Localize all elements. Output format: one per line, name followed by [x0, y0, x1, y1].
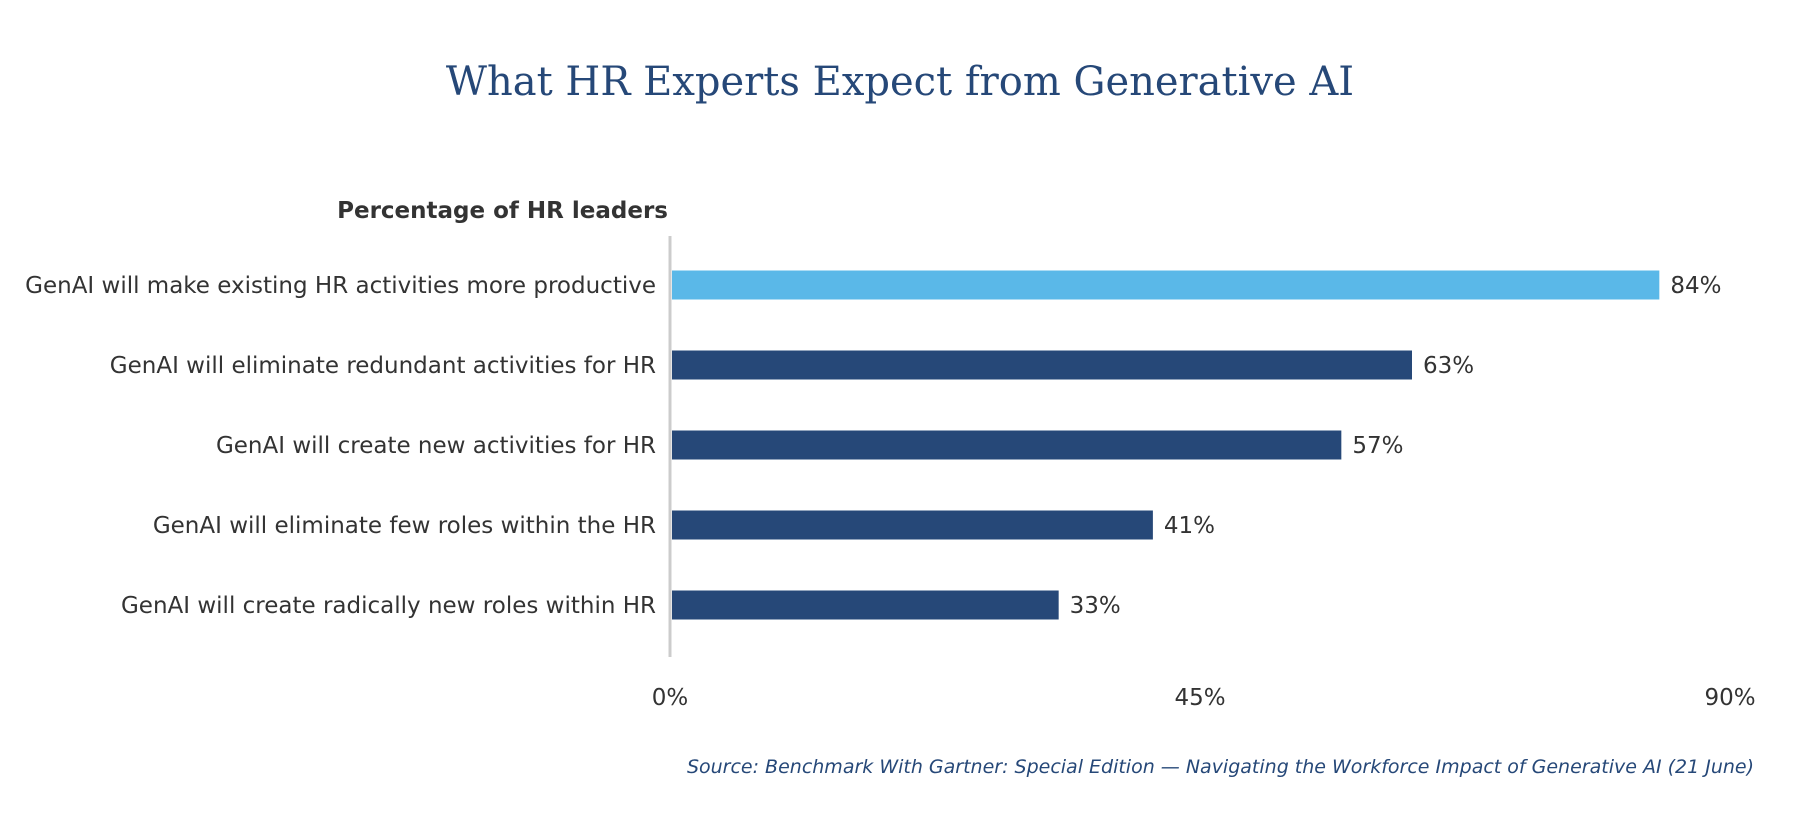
- source-note: Source: Benchmark With Gartner: Special …: [687, 756, 1754, 778]
- category-label-3: GenAI will eliminate few roles within th…: [153, 513, 656, 539]
- category-label-0: GenAI will make existing HR activities m…: [25, 273, 656, 299]
- x-ticks-layer: 0% 45% 90%: [652, 685, 1756, 711]
- chart-title: What HR Experts Expect from Generative A…: [445, 59, 1355, 105]
- x-tick-label-1: 45%: [1174, 685, 1225, 711]
- bar-4: [672, 590, 1059, 620]
- value-label-4: 33%: [1070, 593, 1121, 619]
- category-label-4: GenAI will create radically new roles wi…: [121, 593, 656, 619]
- bar-3: [672, 510, 1153, 540]
- value-label-1: 63%: [1423, 353, 1474, 379]
- bar-0: [672, 270, 1660, 300]
- value-label-3: 41%: [1164, 513, 1215, 539]
- bar-2: [672, 430, 1342, 460]
- labels-layer: GenAI will make existing HR activities m…: [25, 273, 1721, 619]
- category-label-2: GenAI will create new activities for HR: [216, 433, 656, 459]
- x-tick-label-2: 90%: [1704, 685, 1755, 711]
- value-label-0: 84%: [1670, 273, 1721, 299]
- bars-layer: [672, 270, 1660, 620]
- bar-1: [672, 350, 1412, 380]
- x-tick-label-0: 0%: [652, 685, 689, 711]
- value-label-2: 57%: [1352, 433, 1403, 459]
- category-label-1: GenAI will eliminate redundant activitie…: [110, 353, 656, 379]
- y-axis-title: Percentage of HR leaders: [337, 198, 668, 224]
